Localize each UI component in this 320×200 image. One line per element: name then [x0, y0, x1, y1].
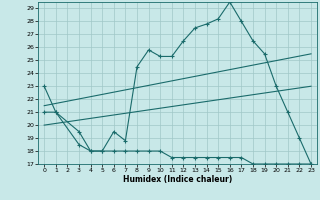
X-axis label: Humidex (Indice chaleur): Humidex (Indice chaleur)	[123, 175, 232, 184]
